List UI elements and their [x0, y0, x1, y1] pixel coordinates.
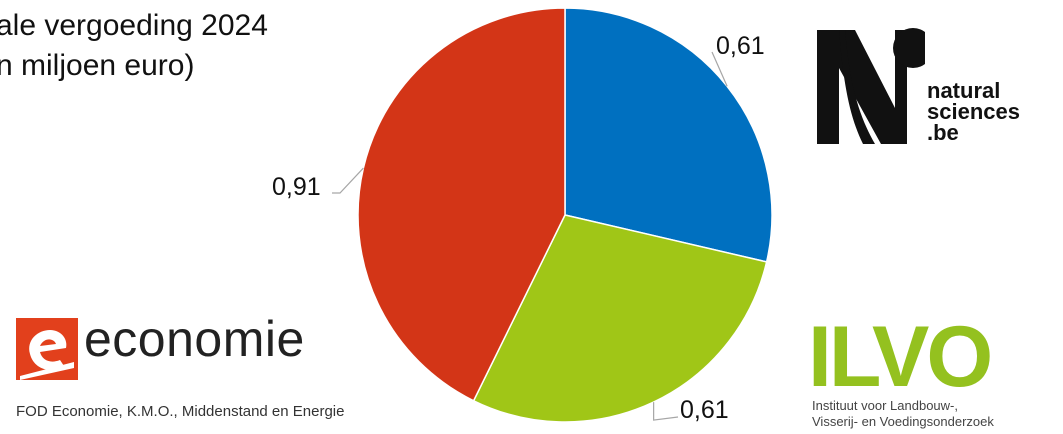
economie-logo-subtitle: FOD Economie, K.M.O., Middenstand en Ene…: [16, 403, 345, 420]
leader-line: [332, 167, 364, 194]
pie-slice-red: [357, 7, 566, 402]
ns-line2: sciences: [927, 99, 1020, 124]
ilvo-sub-line1: Instituut voor Landbouw-,: [812, 398, 958, 413]
chart-title-line1: ale vergoeding 2024: [0, 9, 268, 42]
chart-title: ale vergoeding 2024 n miljoen euro): [0, 6, 268, 86]
data-label-blue: 0,61: [716, 32, 765, 60]
naturalsciences-logo-text: natural sciences .be: [927, 78, 1020, 145]
ilvo-sub-line2: Visserij- en Voedingsonderzoek: [812, 414, 994, 429]
ilvo-logo-word: ILVO: [808, 309, 993, 405]
leader-line: [711, 51, 728, 87]
leader-line: [653, 402, 679, 421]
chart-title-line2: n miljoen euro): [0, 49, 195, 82]
economie-logo-icon: [16, 318, 78, 380]
ns-line3: .be: [927, 120, 959, 145]
naturalsciences-logo-icon: [817, 28, 925, 144]
data-label-red: 0,91: [272, 173, 321, 201]
ilvo-logo-subtitle: Instituut voor Landbouw-, Visserij- en V…: [812, 398, 994, 430]
data-label-green: 0,61: [680, 396, 729, 424]
ns-line1: natural: [927, 78, 1001, 103]
pie-slice-blue: [564, 7, 773, 263]
economie-logo-word: economie: [84, 311, 305, 367]
